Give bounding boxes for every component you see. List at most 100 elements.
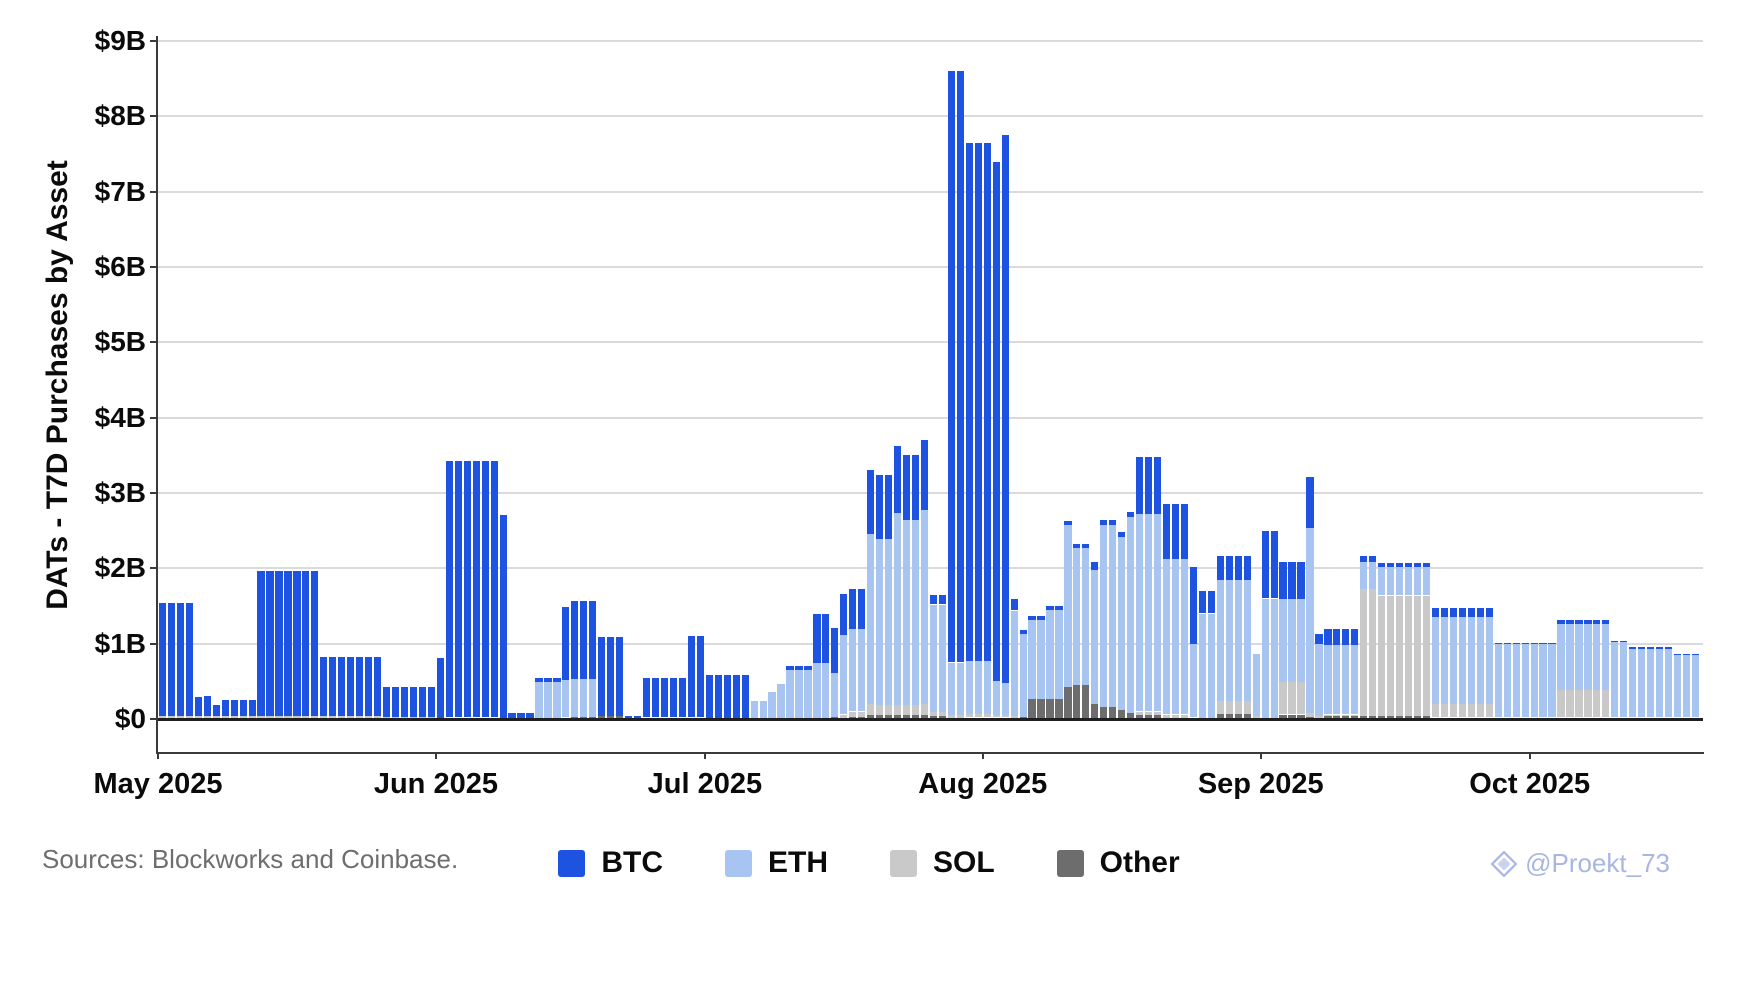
bar-segment-sol [902, 704, 911, 716]
bar-segment-btc [1028, 615, 1036, 620]
y-tick-label: $1B [94, 627, 146, 659]
bar-segment-eth [902, 520, 911, 705]
bar-segment-other [1136, 715, 1144, 719]
bar-segment-eth [1413, 566, 1422, 596]
bar-segment-btc [1136, 456, 1144, 515]
bar-segment-eth [1100, 524, 1108, 707]
bar-segment-btc [382, 686, 391, 717]
bar-segment-eth [1682, 654, 1691, 718]
bar-segment-other [1351, 716, 1359, 719]
bar-segment-btc [867, 470, 875, 535]
bar-segment-sol [1431, 703, 1440, 718]
y-tick-mark [150, 190, 157, 193]
bar-segment-other [1073, 685, 1081, 719]
bar-segment-other [598, 716, 606, 719]
bar-segment-sol [1234, 700, 1242, 714]
bar-segment-eth [1673, 654, 1682, 718]
bar-segment-btc [400, 686, 409, 717]
bar-segment-btc [1458, 608, 1466, 618]
bar-segment-sol [1145, 711, 1153, 716]
x-tick-label-sep: Sep 2025 [1197, 768, 1324, 800]
bar-segment-sol [1369, 588, 1377, 716]
bar-segment-btc [275, 571, 283, 716]
bar-segment-other [1422, 716, 1431, 719]
bar-segment-eth [1216, 580, 1224, 701]
bar-segment-sol [1467, 703, 1475, 718]
bar-segment-other [858, 716, 866, 719]
legend-item-btc: BTC [558, 846, 663, 880]
gridline-$8B [158, 115, 1703, 118]
bar-segment-eth [1198, 613, 1207, 718]
bar-segment-sol [239, 716, 247, 719]
bar-segment-btc [391, 686, 400, 717]
bar-segment-eth [893, 512, 902, 705]
bar-segment-other [1243, 713, 1251, 719]
bar-segment-sol [965, 713, 973, 718]
bar-segment-eth [1503, 644, 1511, 718]
bar-segment-eth [1566, 624, 1574, 691]
bar-segment-eth [885, 539, 893, 705]
bar-segment-btc [1109, 520, 1117, 525]
bar-segment-other [1109, 706, 1117, 719]
bar-segment-sol [1180, 714, 1189, 718]
bar-segment-btc [1270, 530, 1278, 599]
bar-segment-eth [1440, 617, 1449, 704]
bar-segment-btc [795, 666, 803, 671]
bar-segment-sol [1422, 595, 1431, 716]
zero-baseline [158, 718, 1703, 721]
bar-segment-sol [1243, 700, 1251, 714]
x-tick-label-jul: Jul 2025 [647, 768, 763, 800]
bar-segment-btc [1279, 562, 1287, 600]
watermark-text: @Proekt_73 [1525, 848, 1670, 878]
bar-segment-btc [302, 571, 310, 716]
bar-segment-btc [1171, 504, 1180, 560]
bar-segment-btc [167, 603, 176, 716]
bar-segment-btc [893, 446, 902, 513]
bar-segment-btc [651, 677, 660, 718]
bar-segment-eth [929, 604, 938, 712]
bar-segment-eth [1405, 566, 1413, 596]
bar-segment-eth [759, 700, 767, 719]
bar-segment-sol [302, 716, 310, 719]
bar-segment-other [1342, 716, 1350, 719]
bar-segment-btc [1064, 520, 1072, 525]
bar-segment-sol [893, 704, 902, 716]
bar-segment-btc [974, 142, 982, 661]
bar-segment-other [1297, 714, 1305, 719]
legend-swatch-eth [724, 849, 752, 877]
bar-segment-sol [221, 716, 229, 719]
bar-segment-other [1324, 716, 1332, 719]
bar-segment-sol [983, 713, 991, 718]
bar-segment-sol [849, 711, 857, 717]
bar-segment-eth [1485, 617, 1493, 704]
bar-segment-eth [768, 691, 776, 719]
y-tick-label: $5B [94, 326, 146, 358]
bar-segment-eth [974, 661, 982, 714]
y-tick-label: $9B [94, 25, 146, 56]
bar-segment-other [1082, 685, 1090, 719]
bar-segment-btc [1584, 620, 1592, 625]
bar-segment-other [876, 715, 884, 719]
bar-segment-sol [1449, 703, 1458, 718]
bar-segment-eth [1422, 566, 1431, 596]
bar-segment-eth [1180, 559, 1189, 715]
bar-segment-btc [176, 603, 184, 716]
y-axis-spine [156, 36, 158, 753]
bar-segment-sol [167, 716, 176, 719]
bar-segment-btc [374, 657, 382, 716]
bar-segment-btc [598, 636, 606, 716]
bar-segment-sol [158, 716, 167, 719]
bar-segment-eth [1064, 524, 1072, 687]
bar-segment-btc [1467, 608, 1475, 618]
bar-segment-btc [911, 455, 920, 521]
bar-segment-btc [329, 657, 337, 716]
bar-segment-eth [1611, 642, 1619, 718]
bar-segment-eth [1162, 559, 1171, 715]
y-tick-label: $3B [94, 477, 146, 508]
bar-segment-btc [1476, 608, 1484, 618]
bar-segment-eth [858, 628, 866, 712]
bar-segment-eth [813, 662, 821, 718]
bar-segment-sol [876, 704, 884, 716]
bar-segment-sol [347, 716, 355, 719]
bar-segment-btc [1324, 628, 1332, 646]
